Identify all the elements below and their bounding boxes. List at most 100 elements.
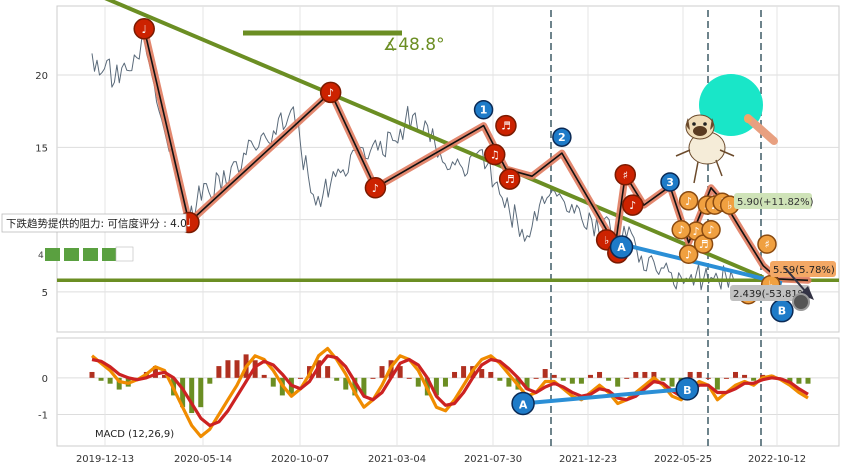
macd-point-b-label: B [683,384,691,397]
x-tick-label: 2020-10-07 [271,454,329,465]
blue-marker-label: 2 [558,131,566,144]
badge-2 [64,248,79,261]
macd-hist-bar [406,377,412,379]
price-layer [57,0,839,291]
macd-hist-bar [488,371,494,378]
red-marker-dot [498,168,521,190]
orange-marker: ♪ [678,191,699,211]
macd-hist-bar [189,377,195,414]
ab-line [621,242,783,286]
macd-hist-bar [705,377,711,379]
blue-marker-dot [552,127,572,147]
y-tick-label: 15 [35,143,48,154]
macd-point-a [511,391,535,416]
macd-hist-bar [696,371,702,378]
x-axis-ticks: 2019-12-13 2020-05-14 2020-10-07 2021-03-04… [76,454,806,465]
macd-hist-bar [234,360,240,378]
orange-marker-dot [671,219,691,240]
macd-hist-bar [669,377,675,387]
point-a-label: A [617,241,626,254]
macd-hist-bar [560,377,566,381]
red-marker: ♪ [319,81,342,104]
macd-hist-bar [361,377,367,396]
wave-zigzag-line [143,28,615,244]
macd-hist-bar [152,366,158,378]
blue-marker-dot [660,172,680,192]
red-marker: ♯ [614,164,637,186]
red-marker-label: ♬ [505,173,515,186]
macd-hist-bar [587,374,593,378]
red-marker-dot [364,177,387,199]
red-marker-label: ♩ [186,216,191,229]
orange-marker-label: ♪ [708,224,715,237]
blue-marker-label: 1 [480,104,488,117]
orange-marker-label: ♪ [693,225,700,238]
orange-marker: ♯ [757,234,777,254]
blue-marker-label: 3 [666,176,674,189]
macd-hist-bar [723,377,729,379]
orange-marker-label: ♭ [727,199,732,212]
orange-marker-label: ♪ [685,195,692,208]
macd-hist-bar [379,366,385,378]
macd-hist-bar [624,377,630,379]
blue-marker-dot [473,99,494,120]
macd-hist-bar [796,377,802,384]
red-marker-label: ♯ [623,169,628,182]
red-marker: ♬ [495,114,517,137]
y-tick-label: 5 [42,288,48,299]
down-arrow-icon [784,267,814,311]
y-tick-label: 20 [35,71,48,82]
red-marker-label: ♩ [142,23,147,36]
macd-hist-bar [415,377,421,387]
macd-hist-bar [325,366,331,378]
macd-hist-bar [297,377,303,379]
badge-4 [102,248,117,261]
macd-hist-bar [107,377,113,384]
macd-hist-bar [89,371,95,378]
macd-hist-bar [597,371,603,378]
macd-y-tick-label: 0 [42,374,48,385]
macd-hist-bar [225,360,231,378]
red-marker: ♬ [498,168,521,190]
red-marker-label: ♪ [372,182,379,195]
macd-hist-bar [343,377,349,390]
macd-hist-bar [651,371,657,378]
macd-hist-bar [216,366,222,378]
macd-hist-bar [261,374,267,378]
macd-hist-bar [578,377,584,384]
red-marker-label: ♪ [327,86,334,99]
macd-point-a-label: A [519,399,528,412]
trend-line [104,0,765,280]
red-marker: ♩ [133,18,155,40]
orange-marker: ♪ [671,219,691,240]
resistance-callout: 下跌趋势提供的阻力: 可信度评分 : 4.0 [1,213,187,233]
macd-hist-bar [162,374,168,378]
pattern-badges: 4 [38,246,134,262]
red-marker-label: ♪ [629,199,636,212]
orange-marker-dot [678,191,699,211]
red-marker-dot [495,114,517,137]
macd-hist-bar [442,377,448,387]
x-tick-label: 2019-12-13 [76,454,134,465]
macd-hist-bar [642,371,648,378]
orange-marker-dot [757,234,777,254]
red-marker-label: ♫ [490,149,500,162]
macd-hist-bar [352,377,358,396]
macd-hist-bar [370,377,376,379]
macd-hist-bar [633,371,639,378]
blue-marker: 2 [552,127,572,147]
wave-zigzag-late-line [613,174,809,282]
x-tick-label: 2021-07-30 [464,454,522,465]
macd-hist-bar [714,377,720,390]
orange-marker: ♪ [701,219,721,240]
blue-marker: 1 [473,99,494,120]
macd-hist-bar [542,369,548,378]
red-marker: ♪ [621,194,644,216]
macd-hist-bar [479,369,485,378]
red-marker-label: ♬ [501,120,511,133]
macd-hist-bar [461,366,467,378]
red-marker-dot [133,18,155,40]
macd-hist-bar [742,374,748,378]
